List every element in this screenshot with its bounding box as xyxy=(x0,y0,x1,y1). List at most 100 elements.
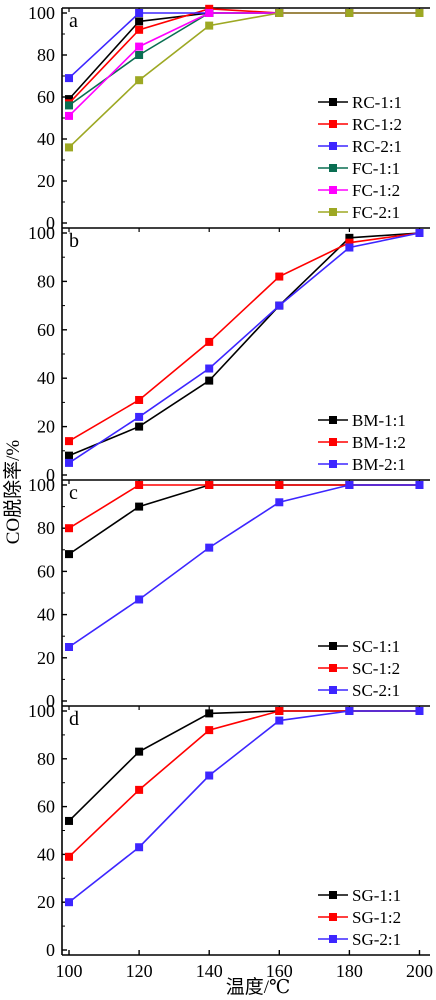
series-line-SC-1:2 xyxy=(68,484,420,529)
y-tick-label: 0 xyxy=(46,465,55,485)
legend-marker xyxy=(329,460,337,468)
series-line-SG-1:2 xyxy=(68,710,420,858)
legend-marker xyxy=(329,913,337,921)
y-tick-label: 40 xyxy=(37,129,55,149)
data-point xyxy=(275,707,284,715)
data-point xyxy=(65,95,74,104)
legend-marker xyxy=(329,891,337,899)
series-line-RC-1:2 xyxy=(68,7,420,104)
legend-label: FC-1:1 xyxy=(352,159,400,178)
legend-label: SG-1:1 xyxy=(352,886,401,905)
x-axis-title: 温度/℃ xyxy=(226,976,291,998)
legend-marker xyxy=(329,98,337,106)
y-tick-label: 80 xyxy=(37,749,55,769)
y-tick-label: 40 xyxy=(37,844,55,864)
data-point xyxy=(65,898,74,907)
data-point xyxy=(415,707,424,715)
legend-marker xyxy=(329,642,337,650)
y-tick-label: 80 xyxy=(37,45,55,65)
data-point xyxy=(135,76,144,85)
legend-marker xyxy=(329,208,337,216)
data-point xyxy=(65,74,74,83)
series-line-FC-2:1 xyxy=(68,12,420,148)
series-line-SC-2:1 xyxy=(68,484,420,648)
y-tick-label: 60 xyxy=(37,87,55,107)
data-point xyxy=(135,17,144,26)
data-point xyxy=(205,21,214,30)
legend-label: SC-2:1 xyxy=(352,681,400,700)
data-point xyxy=(345,238,354,247)
legend-label: RC-2:1 xyxy=(352,137,402,156)
data-point xyxy=(205,337,214,346)
y-tick-label: 0 xyxy=(46,940,55,960)
data-point xyxy=(415,9,424,17)
legend-marker xyxy=(329,935,337,943)
y-tick-label: 100 xyxy=(28,223,55,243)
data-point xyxy=(65,458,74,467)
data-point xyxy=(345,9,354,17)
legend-label: SC-1:1 xyxy=(352,637,400,656)
data-point xyxy=(275,498,284,507)
x-tick-label: 120 xyxy=(126,961,153,981)
y-tick-label: 80 xyxy=(37,518,55,538)
data-point xyxy=(65,643,74,651)
y-tick-label: 100 xyxy=(28,475,55,495)
legend-label: FC-1:2 xyxy=(352,181,400,200)
legend-label: BM-2:1 xyxy=(352,455,406,474)
data-point xyxy=(135,395,144,404)
series-line-BM-1:2 xyxy=(68,232,420,442)
y-tick-label: 0 xyxy=(46,691,55,711)
panel-letter: a xyxy=(69,10,78,32)
data-point xyxy=(135,481,144,489)
data-point xyxy=(65,524,74,533)
y-axis-title: CO脱除率/% xyxy=(2,440,24,545)
legend-label: BM-1:2 xyxy=(352,433,406,452)
x-tick-label: 100 xyxy=(56,961,83,981)
legend-marker xyxy=(329,186,337,194)
x-tick-label: 140 xyxy=(196,961,223,981)
legend-marker xyxy=(329,120,337,128)
data-point xyxy=(275,481,284,489)
series-line-BM-2:1 xyxy=(68,232,420,464)
data-point xyxy=(65,143,74,152)
y-tick-label: 100 xyxy=(28,3,55,23)
data-point xyxy=(345,707,354,715)
data-point xyxy=(205,481,214,489)
series-line-FC-1:1 xyxy=(68,12,420,107)
data-point xyxy=(275,301,284,310)
data-point xyxy=(65,816,74,825)
legend-label: SG-1:2 xyxy=(352,908,401,927)
data-point xyxy=(135,51,144,59)
legend-marker xyxy=(329,438,337,446)
data-point xyxy=(135,25,144,34)
data-point xyxy=(205,709,214,718)
y-tick-label: 20 xyxy=(37,892,55,912)
data-point xyxy=(205,543,214,552)
data-point xyxy=(135,502,144,511)
y-tick-label: 60 xyxy=(37,797,55,817)
data-point xyxy=(135,747,144,756)
data-point xyxy=(275,716,284,725)
data-point xyxy=(205,4,214,13)
data-point xyxy=(275,272,284,281)
y-tick-label: 100 xyxy=(28,701,55,721)
x-tick-label: 180 xyxy=(336,961,363,981)
panel-letter: d xyxy=(69,708,79,730)
data-point xyxy=(135,412,144,421)
data-point xyxy=(65,852,74,861)
legend-label: FC-2:1 xyxy=(352,203,400,222)
y-tick-label: 20 xyxy=(37,648,55,668)
data-point xyxy=(135,785,144,794)
data-point xyxy=(205,9,214,17)
data-point xyxy=(205,364,214,373)
y-tick-label: 20 xyxy=(37,417,55,437)
panel-c: 0 20 40 60 80 100 c SC-1:1 SC-1:2 SC-2:1 xyxy=(28,475,430,711)
y-tick-label: 0 xyxy=(46,213,55,233)
y-tick-label: 80 xyxy=(37,271,55,291)
x-tick-label: 200 xyxy=(406,961,433,981)
data-point xyxy=(275,9,284,17)
legend-label: RC-1:2 xyxy=(352,115,402,134)
y-tick-label: 40 xyxy=(37,605,55,625)
y-tick-label: 20 xyxy=(37,171,55,191)
y-tick-label: 60 xyxy=(37,320,55,340)
